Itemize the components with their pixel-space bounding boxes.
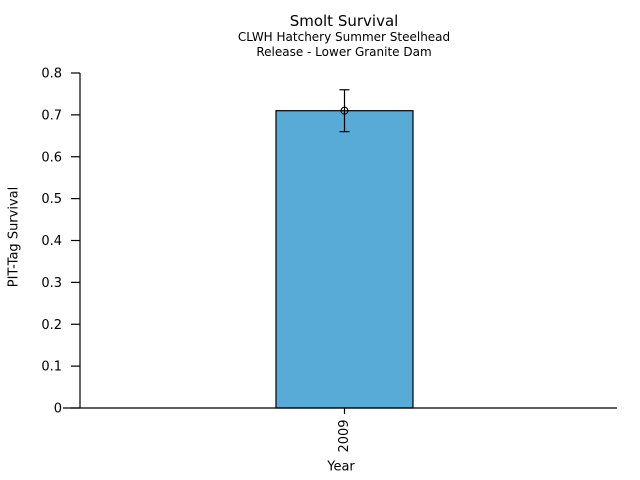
- bar-2009: [275, 110, 414, 409]
- y-axis-label: PIT-Tag Survival: [6, 186, 22, 288]
- chart-subtitle-2: Release - Lower Granite Dam: [256, 45, 432, 59]
- chart-title: Smolt Survival: [289, 12, 399, 30]
- y-tick-label: 0.1: [41, 360, 62, 375]
- y-tick-label: 0.5: [41, 192, 62, 207]
- y-tick-label: 0.6: [41, 150, 62, 165]
- y-tick-label: 0: [54, 402, 62, 417]
- x-axis-label: Year: [327, 459, 355, 475]
- y-tick-label: 0.4: [41, 234, 62, 249]
- y-tick-label: 0.8: [41, 67, 62, 82]
- data-point-marker: [340, 106, 349, 115]
- y-tick-label: 0.3: [41, 276, 62, 291]
- y-tick-label: 0.2: [41, 318, 62, 333]
- y-tick-label: 0.7: [41, 108, 62, 123]
- chart-subtitle-1: CLWH Hatchery Summer Steelhead: [237, 30, 451, 44]
- x-tick-label: 2009: [337, 419, 352, 452]
